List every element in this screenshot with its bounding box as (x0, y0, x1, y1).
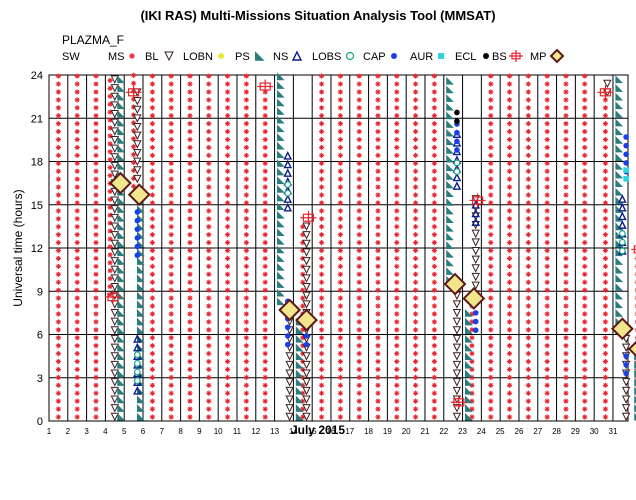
legend-label: NS (273, 51, 288, 63)
series-ecl (454, 109, 460, 124)
legend-item-mp: MP (530, 48, 565, 64)
x-tick-label: 3 (84, 427, 89, 436)
series-ms (55, 72, 636, 420)
legend-label: CAP (363, 51, 386, 63)
y-tick-label: 15 (31, 200, 43, 212)
x-tick-label: 28 (552, 427, 561, 436)
y-tick-label: 9 (37, 286, 43, 298)
x-tick-label: 29 (571, 427, 580, 436)
legend-label: LOBS (312, 51, 341, 63)
x-tick-label: 10 (214, 427, 223, 436)
series-bl (110, 75, 631, 422)
series-lobs (133, 159, 626, 385)
series-ps (117, 72, 636, 421)
legend-item-cap: CAP (363, 51, 397, 63)
x-tick-label: 21 (421, 427, 430, 436)
y-tick-label: 6 (37, 330, 43, 342)
legend-label: ECL (455, 51, 476, 63)
x-tick-label: 25 (496, 427, 505, 436)
x-tick-label: 19 (383, 427, 392, 436)
legend-label: PS (235, 51, 250, 63)
plot-area (48, 72, 636, 422)
legend-item-ps: PS (235, 51, 265, 63)
legend-item-lobs: LOBS (312, 51, 355, 63)
x-tick-label: 13 (270, 427, 279, 436)
y-axis-label: Universal time (hours) (11, 189, 25, 306)
x-tick-label: 6 (141, 427, 146, 436)
x-tick-label: 7 (160, 427, 165, 436)
y-tick-label: 12 (31, 243, 43, 255)
legend-label: LOBN (183, 51, 213, 63)
chart-subtitle: PLAZMA_F (62, 33, 124, 47)
legend-item-ms: MS (108, 51, 135, 63)
x-tick-label: 31 (609, 427, 618, 436)
x-axis-ticks: 1 2 3 4 5 6 7 8 9 10 11 12 13 14 15 16 17 18 19 20 21 22 23 24 2… (47, 427, 618, 436)
legend-label: MS (108, 51, 125, 63)
legend: SW MS BL LOBN PS NS LOBS CAP AUR ECL BS MP (62, 48, 565, 64)
legend-item-ns: NS (273, 50, 303, 63)
x-tick-label: 12 (251, 427, 260, 436)
x-tick-label: 14 (289, 427, 298, 436)
y-tick-label: 18 (31, 157, 43, 169)
x-tick-label: 17 (345, 427, 354, 436)
x-tick-label: 1 (47, 427, 52, 436)
grid-lines (48, 74, 628, 422)
x-tick-label: 24 (477, 427, 486, 436)
x-tick-label: 2 (66, 427, 71, 436)
x-axis-label: July 2015 (291, 423, 345, 437)
chart-title: (IKI RAS) Multi-Missions Situation Analy… (140, 8, 495, 23)
x-tick-label: 15 (308, 427, 317, 436)
legend-label: MP (530, 51, 547, 63)
legend-item-ecl: ECL (455, 51, 489, 63)
x-tick-label: 30 (590, 427, 599, 436)
legend-label: BL (145, 51, 158, 63)
x-tick-label: 4 (103, 427, 108, 436)
legend-label: AUR (410, 51, 433, 63)
x-tick-label: 8 (178, 427, 183, 436)
y-tick-label: 24 (31, 70, 43, 82)
legend-label: BS (492, 51, 507, 63)
series-aur (623, 167, 629, 182)
y-tick-label: 21 (31, 113, 43, 125)
x-tick-label: 18 (364, 427, 373, 436)
x-tick-label: 27 (533, 427, 542, 436)
x-tick-label: 9 (197, 427, 202, 436)
legend-label: SW (62, 51, 80, 63)
x-tick-label: 16 (327, 427, 336, 436)
x-tick-label: 20 (402, 427, 411, 436)
y-tick-label: 0 (37, 416, 43, 428)
x-tick-label: 26 (515, 427, 524, 436)
y-tick-label: 3 (37, 373, 43, 385)
legend-item-sw: SW (62, 51, 80, 63)
legend-item-bl: BL (145, 51, 174, 63)
x-tick-label: 23 (458, 427, 467, 436)
x-tick-label: 5 (122, 427, 127, 436)
series-mp (109, 171, 636, 358)
legend-item-bs: BS (492, 50, 523, 63)
x-tick-label: 11 (233, 427, 242, 436)
x-tick-label: 22 (439, 427, 448, 436)
legend-item-aur: AUR (410, 51, 444, 63)
y-axis-ticks: 0 3 6 9 12 15 18 21 24 (31, 70, 43, 428)
legend-item-lobn: LOBN (183, 51, 224, 63)
series-bs (104, 79, 636, 410)
